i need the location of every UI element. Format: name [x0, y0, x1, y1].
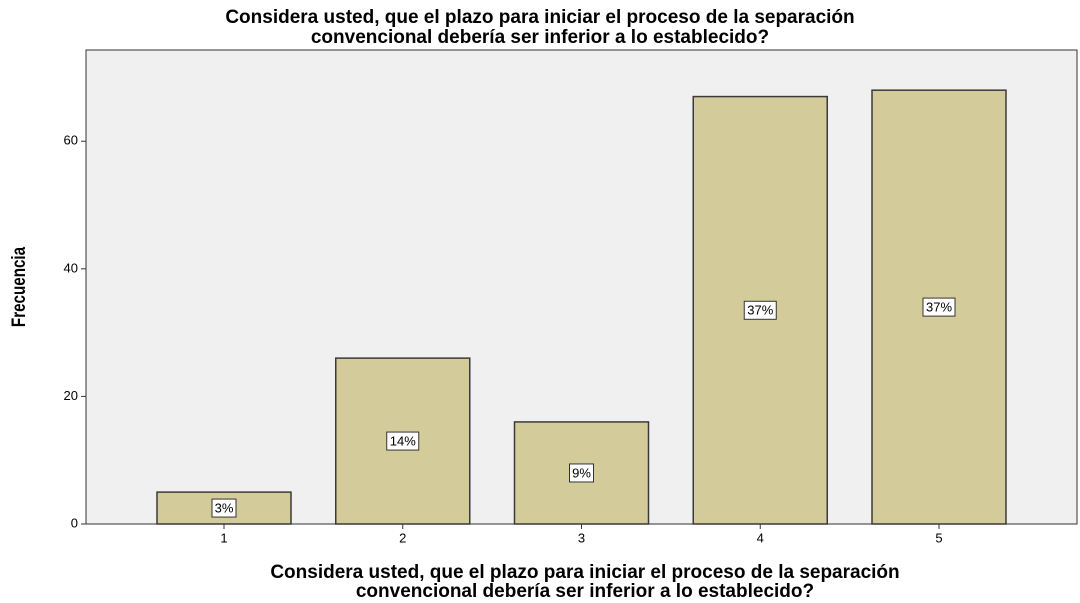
- bar: [156, 491, 292, 525]
- value-label: 37%: [747, 303, 773, 318]
- value-label-box: [569, 463, 594, 483]
- value-label: 3%: [215, 500, 234, 515]
- x-axis-title: convencional debería ser inferior a lo e…: [356, 581, 814, 602]
- chart-title: convencional debería ser inferior a lo e…: [311, 27, 769, 48]
- x-tick-label: 1: [220, 530, 227, 545]
- value-label: 9%: [572, 465, 591, 480]
- chart-title: Considera usted, que el plazo para inici…: [225, 7, 854, 28]
- x-tick-label: 5: [935, 530, 942, 545]
- value-label-box: [922, 297, 956, 317]
- x-tick-label: 3: [578, 530, 585, 545]
- x-axis-title: Considera usted, que el plazo para inici…: [270, 562, 899, 583]
- x-tick-label: 2: [399, 530, 406, 545]
- bar: [871, 89, 1007, 525]
- y-axis-title: Frecuencia: [7, 247, 29, 328]
- x-tick-label: 4: [757, 530, 764, 545]
- value-label-box: [386, 431, 420, 451]
- value-label: 14%: [390, 434, 416, 449]
- y-tick-label: 60: [64, 133, 78, 148]
- y-tick-label: 0: [71, 515, 78, 530]
- y-tick-label: 40: [64, 260, 78, 275]
- value-label: 37%: [926, 300, 952, 315]
- value-label-box: [743, 300, 777, 320]
- y-tick-label: 20: [64, 388, 78, 403]
- value-label-box: [211, 498, 237, 518]
